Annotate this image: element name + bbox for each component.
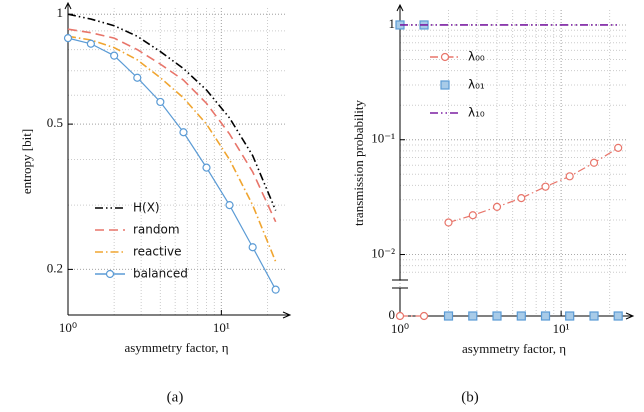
axis-arrow	[396, 3, 404, 12]
marker	[133, 73, 142, 82]
axis-arrow	[64, 1, 72, 10]
axis-arrow	[282, 311, 292, 319]
legend-label: λ₁₀	[468, 106, 485, 120]
y-tick-label: 0.5	[47, 115, 63, 130]
marker	[517, 194, 526, 203]
marker	[179, 128, 188, 137]
marker	[63, 34, 73, 43]
series-line	[67, 28, 277, 223]
series-line	[67, 35, 277, 262]
y-tick-label: 0.2	[47, 260, 63, 275]
y-axis-label: entropy [bit]	[19, 129, 34, 194]
y-tick-label: 1	[57, 5, 64, 20]
marker	[589, 158, 599, 167]
subplot: 10⁰ 10¹ 0 10⁻² 10⁻¹ 1 asymmetry factor, η trans…	[351, 3, 635, 405]
marker	[516, 311, 526, 321]
marker	[540, 311, 551, 321]
legend-label: balanced	[133, 267, 188, 281]
subplot-label: (b)	[461, 389, 479, 405]
marker	[110, 51, 119, 60]
y-tick-label: 1	[389, 16, 396, 31]
legend-label: random	[133, 223, 180, 237]
series-line	[400, 147, 619, 317]
series-line	[67, 37, 277, 290]
marker	[444, 218, 453, 227]
marker	[565, 311, 575, 321]
x-axis-label: asymmetry factor, η	[124, 340, 228, 355]
legend-label: λ₀₁	[468, 78, 485, 92]
marker	[419, 311, 429, 321]
marker	[614, 143, 623, 152]
marker	[86, 39, 95, 48]
marker	[613, 311, 623, 321]
x-tick-label: 10⁰	[59, 320, 77, 335]
y-tick-label: 10⁻²	[371, 246, 395, 261]
x-tick-label: 10⁰	[391, 321, 409, 336]
subplot-label: (a)	[167, 389, 184, 405]
marker	[492, 311, 502, 321]
x-tick-label: 10¹	[213, 320, 230, 335]
marker	[468, 211, 477, 220]
axis-arrow	[625, 312, 635, 320]
marker	[565, 172, 574, 181]
series-line	[67, 13, 277, 211]
marker	[156, 97, 165, 107]
y-tick-label: 10⁻¹	[371, 131, 395, 146]
marker	[541, 182, 550, 191]
marker	[248, 243, 257, 252]
marker	[468, 311, 478, 321]
marker	[395, 311, 405, 321]
y-axis-label: transmission probability	[351, 99, 366, 226]
marker	[202, 163, 211, 172]
marker	[225, 201, 234, 210]
marker	[492, 202, 502, 211]
subplot: 10⁰ 10¹ 0.2 0.5 1 asymmetry factor, η entropy …	[19, 1, 292, 405]
x-tick-label: 10¹	[553, 321, 570, 336]
legend-label: λ₀₀	[468, 50, 485, 64]
marker	[105, 269, 115, 279]
y-tick-label: 0	[389, 307, 396, 322]
marker	[271, 285, 280, 294]
marker	[589, 311, 599, 321]
x-axis-label: asymmetry factor, η	[462, 341, 566, 356]
legend-label: H(X)	[133, 201, 160, 215]
marker	[443, 311, 454, 321]
marker	[440, 52, 450, 62]
marker	[440, 80, 450, 90]
legend-label: reactive	[133, 245, 182, 259]
